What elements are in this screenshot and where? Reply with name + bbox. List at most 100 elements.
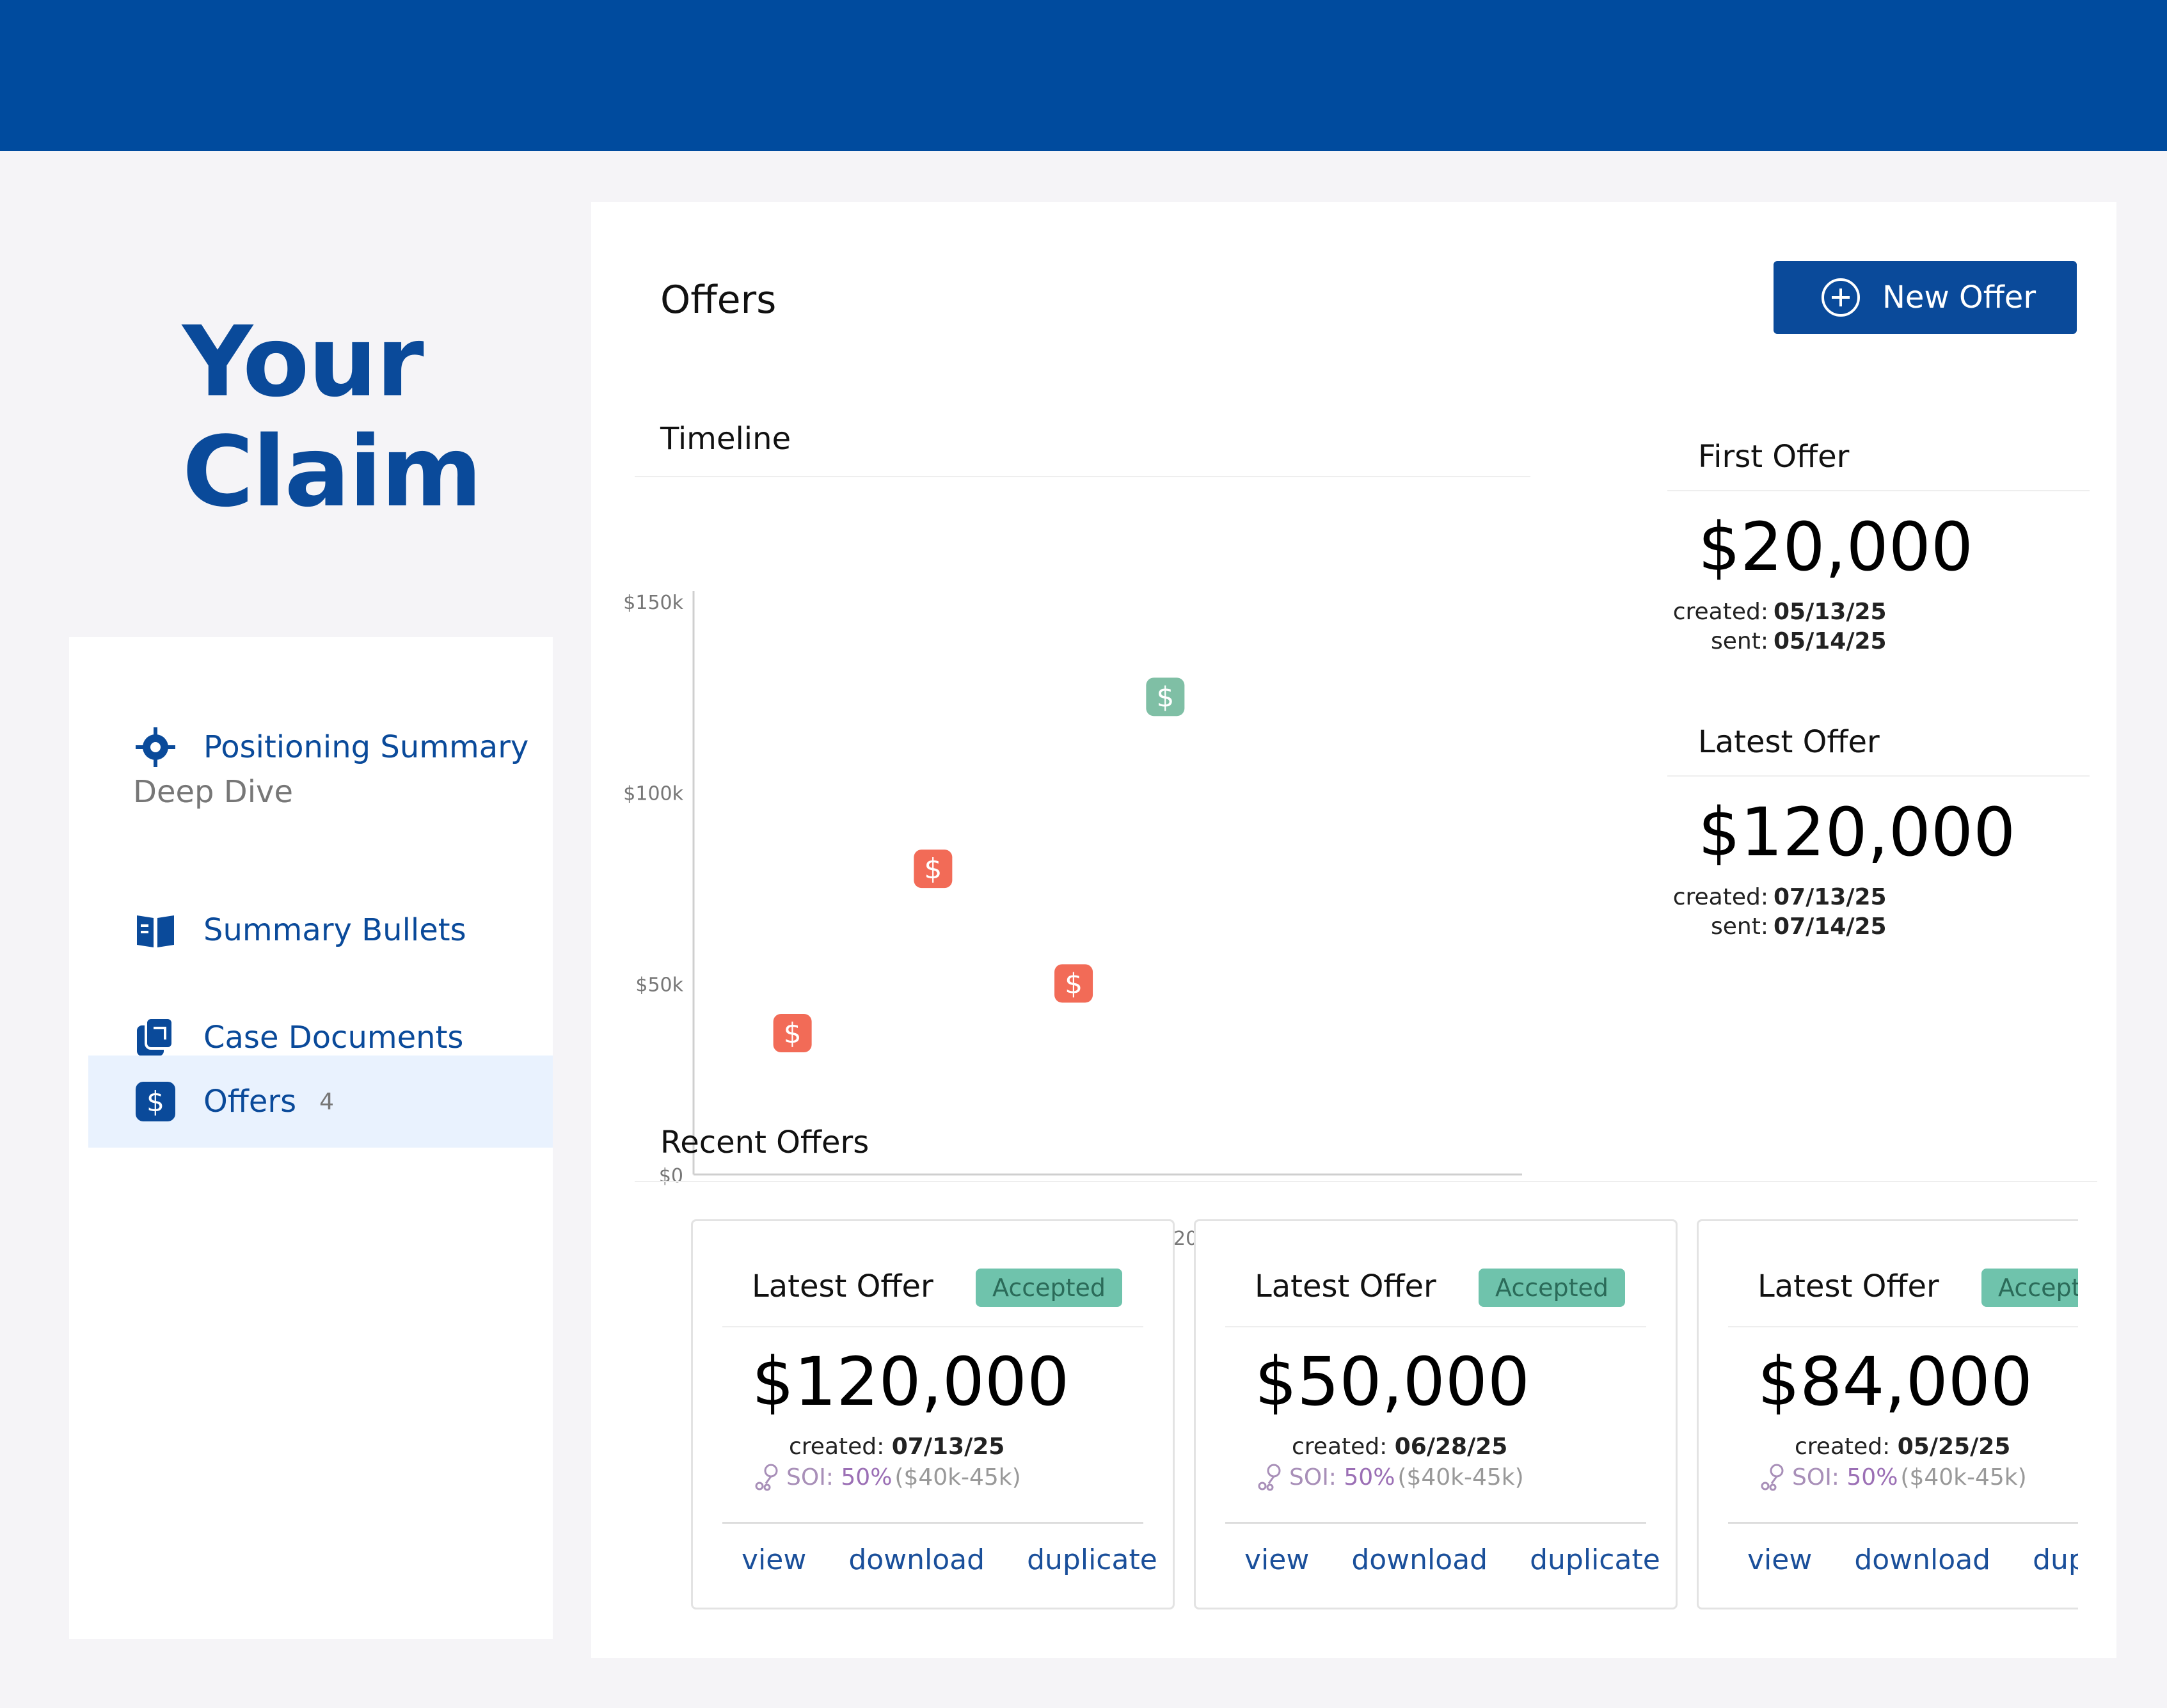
duplicate-link[interactable]: duplicate [1027,1544,1157,1576]
latest-offer-summary: Latest Offer $120,000 created: 07/13/25 s… [1667,724,2090,942]
new-offer-button[interactable]: New Offer [1774,261,2077,334]
book-icon [137,915,174,947]
sidebar-item-offers[interactable]: $ Offers 4 [88,1056,553,1148]
download-link[interactable]: download [1351,1544,1488,1576]
soi-icon [1258,1464,1281,1491]
duplicate-link[interactable]: duplicate [1530,1544,1660,1576]
section-label-deep-dive: Deep Dive [133,774,293,810]
timeline-heading: Timeline [660,421,791,457]
offer-card-title: Latest Offer [1758,1269,1939,1304]
sidebar: Positioning Summary Deep Dive Summary Bu… [69,637,553,1639]
y-tick-label: $100k [623,783,683,805]
timeline-divider [635,476,1530,477]
recent-offers-divider [635,1181,2097,1182]
view-link[interactable]: view [1244,1544,1310,1576]
sidebar-item-positioning-summary[interactable]: Positioning Summary [88,701,553,793]
offer-card-created: created: 05/25/25 [1795,1434,2010,1460]
soi-key: SOI: [786,1464,834,1491]
created-key: created: [789,1434,885,1460]
new-offer-label: New Offer [1882,280,2036,315]
offer-card-amount: $84,000 [1758,1343,2033,1421]
y-tick-label: $150k [623,592,683,614]
soi-icon [1761,1464,1784,1491]
recent-offers-heading: Recent Offers [660,1125,869,1160]
dollar-marker-point [914,850,953,889]
first-offer-dates: created: 05/13/25 sent: 05/14/25 [1667,597,2090,656]
offer-card: Latest Offer Accepted $50,000 created: 0… [1194,1219,1678,1609]
page-title-line2: Claim [182,415,482,528]
latest-offer-amount: $120,000 [1698,793,2016,871]
offer-card-created: created: 06/28/25 [1292,1434,1507,1460]
created-key: created: [1672,884,1768,910]
latest-offer-created: 07/13/25 [1774,884,1887,910]
dollar-icon: $ [136,1082,175,1121]
created-date: 05/25/25 [1897,1434,2011,1460]
page-title: Your Claim [182,305,482,528]
soi-value: 50% [1344,1464,1395,1491]
created-date: 07/13/25 [891,1434,1005,1460]
soi-range: ($40k-45k) [1900,1464,2027,1491]
first-offer-created: 05/13/25 [1774,599,1887,625]
y-tick-label: $0 [659,1165,683,1187]
offer-card-title: Latest Offer [1255,1269,1436,1304]
sent-key: sent: [1711,628,1768,654]
dollar-marker-point [1146,677,1185,716]
top-banner [0,0,2167,151]
created-date: 06/28/25 [1394,1434,1508,1460]
sidebar-item-case-documents[interactable]: Case Documents [88,992,553,1084]
offer-card-title: Latest Offer [752,1269,933,1304]
first-offer-divider [1667,490,2090,491]
first-offer-summary: First Offer $20,000 created: 05/13/25 sen… [1667,439,2090,656]
offer-card-actions: view download duplicate [742,1544,1157,1576]
created-key: created: [1292,1434,1388,1460]
documents-icon [137,1016,174,1056]
dollar-icon: $ [1065,967,1083,1000]
offers-count: 4 [319,1088,335,1115]
offer-card-created: created: 07/13/25 [789,1434,1004,1460]
duplicate-link[interactable]: duplicate [2033,1544,2078,1576]
recent-offers-list[interactable]: Latest Offer Accepted $120,000 created: … [691,1219,2078,1616]
latest-offer-dates: created: 07/13/25 sent: 07/14/25 [1667,883,2090,942]
latest-offer-sent: 07/14/25 [1774,913,1887,940]
crosshair-icon [136,727,175,767]
dollar-icon: $ [924,853,942,885]
card-divider [1225,1522,1646,1524]
sent-key: sent: [1711,913,1768,940]
first-offer-label: First Offer [1698,439,1850,475]
offer-card-soi: SOI: 50% ($40k-45k) [1257,1463,1524,1491]
created-key: created: [1795,1434,1891,1460]
download-link[interactable]: download [848,1544,985,1576]
sidebar-item-label: Case Documents [203,1020,464,1056]
dollar-icon: $ [1156,681,1174,713]
view-link[interactable]: view [1747,1544,1813,1576]
offer-card-actions: view download duplicate [1747,1544,2078,1576]
sidebar-item-summary-bullets[interactable]: Summary Bullets [88,884,553,976]
offer-card-soi: SOI: 50% ($40k-45k) [754,1463,1021,1491]
offer-card-amount: $50,000 [1255,1343,1530,1421]
sidebar-item-label: Offers [203,1084,297,1119]
created-key: created: [1672,599,1768,625]
page-title-line1: Your [182,305,424,418]
soi-icon [755,1464,778,1491]
sidebar-item-label: Positioning Summary [203,729,529,765]
dollar-icon: $ [784,1017,802,1050]
offers-panel: Offers New Offer Timeline $150k $100k $50k… [591,202,2116,1658]
soi-value: 50% [841,1464,893,1491]
soi-range: ($40k-45k) [1397,1464,1524,1491]
offer-card: Latest Offer Accepted $120,000 created: … [691,1219,1175,1609]
card-divider [1728,1326,2078,1327]
first-offer-sent: 05/14/25 [1774,628,1887,654]
card-divider [722,1326,1143,1327]
offer-card: Latest Offer Accepted $84,000 created: 0… [1697,1219,2078,1609]
soi-value: 50% [1846,1464,1898,1491]
offer-card-actions: view download duplicate [1244,1544,1660,1576]
dollar-marker-point [1054,964,1093,1003]
sidebar-item-label: Summary Bullets [203,912,466,948]
view-link[interactable]: view [742,1544,807,1576]
card-divider [1225,1326,1646,1327]
card-divider [1728,1522,2078,1524]
first-offer-amount: $20,000 [1698,508,1974,586]
offer-card-amount: $120,000 [752,1343,1070,1421]
status-badge: Accepted [1479,1269,1626,1307]
download-link[interactable]: download [1854,1544,1991,1576]
